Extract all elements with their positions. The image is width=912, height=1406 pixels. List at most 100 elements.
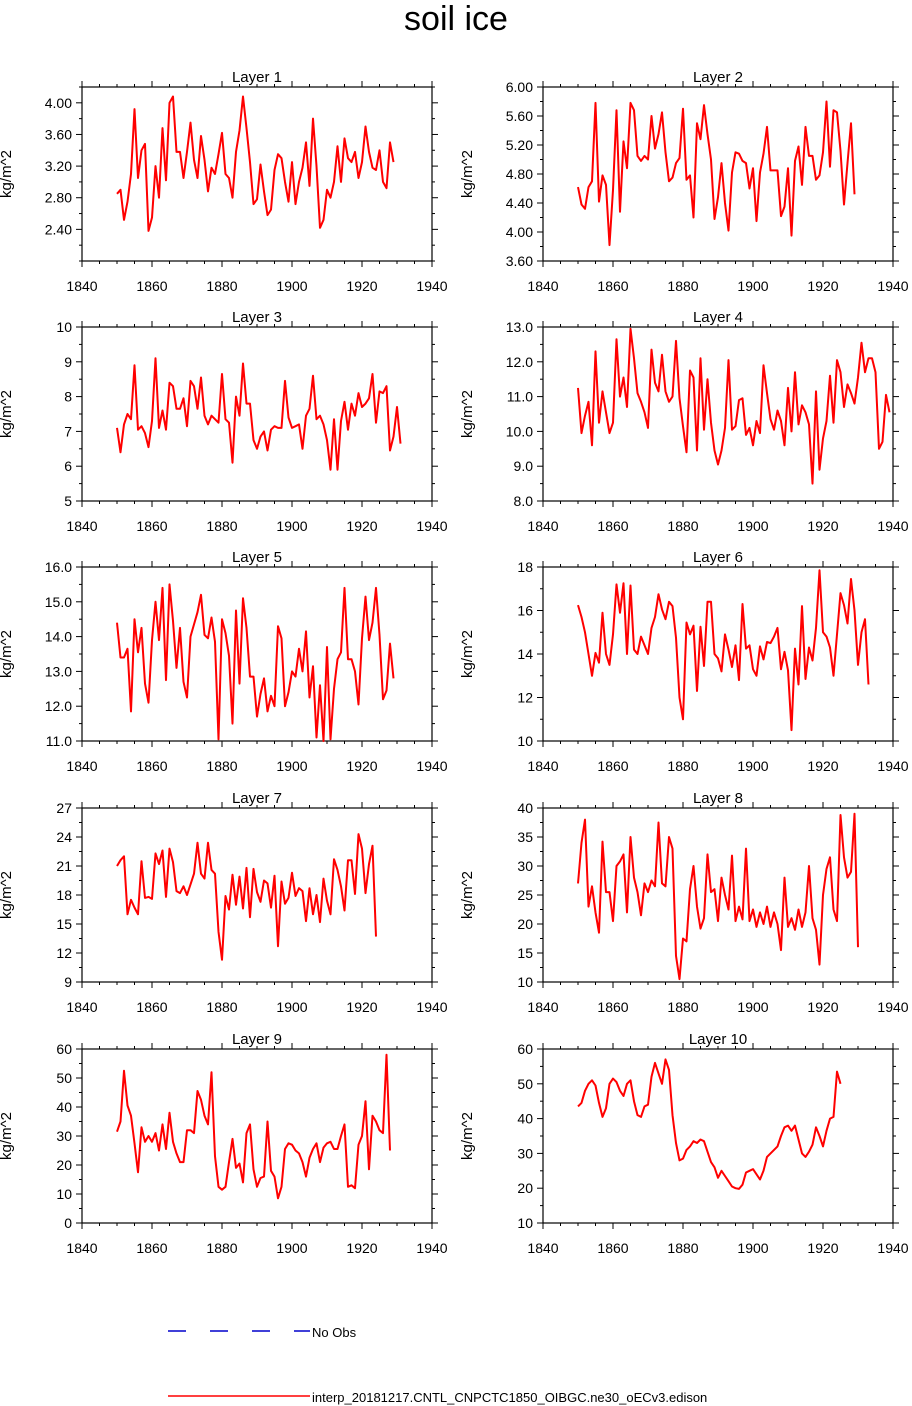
x-tick-label: 1880: [667, 518, 698, 534]
y-tick-label: 24: [56, 829, 72, 845]
y-tick-label: 12: [56, 945, 72, 961]
panel-title: Layer 6: [693, 549, 743, 566]
x-tick-label: 1920: [807, 518, 838, 534]
plot-frame: [542, 1048, 894, 1224]
x-tick-label: 1940: [416, 1240, 447, 1256]
panel-title: Layer 10: [689, 1031, 747, 1048]
x-tick-label: 1920: [807, 1240, 838, 1256]
x-tick-label: 1900: [737, 758, 768, 774]
x-tick-label: 1860: [597, 999, 628, 1015]
y-tick-label: 10: [517, 733, 533, 749]
x-tick-label: 1920: [346, 518, 377, 534]
y-tick-label: 13.0: [506, 319, 533, 335]
y-axis-label: kg/m^2: [0, 1112, 15, 1160]
y-axis-label: kg/m^2: [459, 630, 476, 678]
x-tick-label: 1940: [416, 758, 447, 774]
y-tick-label: 3.60: [506, 253, 533, 269]
x-tick-label: 1920: [807, 278, 838, 294]
x-tick-label: 1880: [667, 1240, 698, 1256]
x-tick-label: 1900: [276, 518, 307, 534]
y-tick-label: 10: [517, 974, 533, 990]
y-tick-label: 2.80: [45, 190, 72, 206]
y-tick-label: 30: [517, 1145, 533, 1161]
y-tick-label: 40: [56, 1099, 72, 1115]
y-tick-label: 9: [64, 354, 72, 370]
y-tick-label: 16.0: [45, 559, 72, 575]
x-tick-label: 1880: [206, 278, 237, 294]
y-tick-label: 15: [517, 945, 533, 961]
y-tick-label: 12.0: [506, 354, 533, 370]
y-tick-label: 12: [517, 690, 533, 706]
y-tick-label: 5.20: [506, 137, 533, 153]
x-tick-label: 1940: [877, 758, 908, 774]
x-tick-label: 1880: [667, 758, 698, 774]
panel-title: Layer 8: [693, 790, 743, 807]
panel-layer-1: Layer 1 kg/m^2 1840 1860 1880 1900 1920 1940 2.4…: [0, 69, 448, 294]
x-tick-label: 1840: [66, 518, 97, 534]
x-tick-label: 1940: [877, 1240, 908, 1256]
panel-title: Layer 9: [232, 1031, 282, 1048]
y-tick-label: 5.60: [506, 108, 533, 124]
y-tick-label: 21: [56, 858, 72, 874]
x-tick-label: 1860: [136, 278, 167, 294]
x-tick-label: 1940: [416, 999, 447, 1015]
y-tick-label: 40: [517, 800, 533, 816]
series-line: [577, 1058, 842, 1190]
y-tick-label: 40: [517, 1111, 533, 1127]
x-tick-label: 1900: [737, 999, 768, 1015]
y-tick-label: 14.0: [45, 629, 72, 645]
plot-frame: [81, 326, 433, 502]
x-tick-label: 1840: [527, 518, 558, 534]
y-tick-label: 11.0: [507, 389, 533, 405]
x-tick-label: 1860: [136, 758, 167, 774]
series-line: [116, 833, 377, 961]
panel-title: Layer 7: [232, 790, 282, 807]
y-tick-label: 10: [56, 1186, 72, 1202]
y-tick-label: 15: [56, 916, 72, 932]
y-tick-label: 35: [517, 829, 533, 845]
no-obs-legend-label: No Obs: [312, 1325, 357, 1340]
y-axis-label: kg/m^2: [0, 871, 15, 919]
x-tick-label: 1920: [346, 999, 377, 1015]
x-tick-label: 1900: [737, 1240, 768, 1256]
panel-title: Layer 1: [232, 69, 282, 86]
x-tick-label: 1900: [276, 758, 307, 774]
y-tick-label: 6: [64, 458, 72, 474]
x-tick-label: 1880: [206, 999, 237, 1015]
series-line: [116, 357, 402, 471]
x-tick-label: 1880: [206, 518, 237, 534]
x-tick-label: 1920: [807, 999, 838, 1015]
x-tick-label: 1880: [667, 278, 698, 294]
x-tick-label: 1940: [416, 278, 447, 294]
panel-layer-8: Layer 8 kg/m^2 1840 1860 1880 1900 1920 1940 10 1…: [459, 790, 909, 1015]
x-tick-label: 1840: [527, 758, 558, 774]
y-tick-label: 0: [64, 1215, 72, 1231]
x-tick-label: 1860: [136, 999, 167, 1015]
panel-title: Layer 3: [232, 309, 282, 326]
y-tick-label: 15.0: [45, 594, 72, 610]
x-tick-label: 1840: [527, 1240, 558, 1256]
x-tick-label: 1900: [276, 1240, 307, 1256]
y-tick-label: 9: [64, 974, 72, 990]
x-tick-label: 1900: [737, 518, 768, 534]
x-tick-label: 1880: [206, 1240, 237, 1256]
y-tick-label: 4.00: [506, 224, 533, 240]
y-tick-label: 13.0: [45, 663, 72, 679]
x-tick-label: 1860: [136, 518, 167, 534]
y-tick-label: 5: [64, 493, 72, 509]
panel-layer-9: Layer 9 kg/m^2 1840 1860 1880 1900 1920 1940 0 10…: [0, 1031, 448, 1256]
y-tick-label: 10: [517, 1215, 533, 1231]
x-tick-label: 1900: [737, 278, 768, 294]
series-line: [116, 1053, 391, 1200]
series-line: [116, 583, 395, 742]
y-tick-label: 60: [517, 1041, 533, 1057]
panel-title: Layer 5: [232, 549, 282, 566]
series-line: [577, 812, 859, 981]
x-tick-label: 1860: [597, 518, 628, 534]
y-tick-label: 10: [56, 319, 72, 335]
x-tick-label: 1840: [66, 999, 97, 1015]
x-tick-label: 1920: [346, 1240, 377, 1256]
series-line: [116, 95, 395, 232]
y-axis-label: kg/m^2: [459, 871, 476, 919]
